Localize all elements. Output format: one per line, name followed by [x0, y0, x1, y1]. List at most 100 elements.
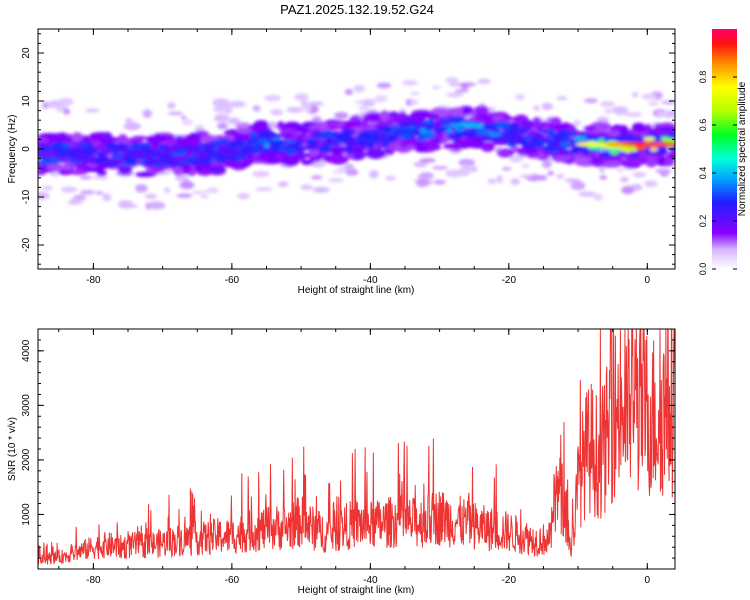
spectral-blob [445, 77, 459, 83]
spectral-blob [519, 174, 534, 179]
spectral-blob [449, 142, 463, 152]
spectral-blob [599, 101, 615, 108]
spectral-blob [398, 119, 415, 128]
spectral-peak [289, 143, 301, 147]
spectral-blob [653, 151, 668, 155]
spectral-peak [77, 151, 92, 157]
spectral-peak [634, 145, 647, 151]
spectral-blob [117, 200, 134, 209]
colorbar-tick-label: 0.6 [698, 119, 708, 132]
spectral-blob [175, 174, 189, 182]
spectral-blob [603, 109, 615, 114]
spectral-blob [264, 133, 283, 139]
spectral-blob [123, 122, 141, 131]
spectral-blob [611, 106, 629, 114]
spectral-blob [552, 155, 572, 161]
spectral-blob [395, 112, 409, 122]
spectral-blob [432, 166, 449, 170]
spectral-blob [562, 131, 578, 137]
spectral-peak [476, 129, 492, 135]
spectral-peak [272, 139, 285, 145]
spectral-blob [419, 158, 436, 163]
spectral-blob [572, 156, 594, 166]
spectral-blob [207, 187, 219, 194]
spectral-blob [433, 179, 446, 185]
spectral-blob [78, 142, 91, 148]
spectral-blob [533, 139, 541, 143]
spectral-blob [409, 91, 420, 96]
spectral-blob [84, 108, 100, 113]
spectral-peak [643, 136, 656, 141]
spectral-peak [640, 142, 675, 147]
spectral-blob [237, 192, 250, 200]
spectral-peak [57, 157, 72, 161]
spectral-peak [494, 125, 505, 129]
spectral-blob [307, 101, 324, 107]
spectral-blob [492, 115, 505, 120]
spectral-blob [413, 161, 428, 168]
spectral-blob [460, 82, 470, 90]
spectral-blob [182, 180, 193, 188]
spectral-blob [614, 153, 629, 157]
spectral-blob [520, 119, 535, 130]
spectral-blob [57, 169, 73, 176]
spectral-blob [167, 102, 176, 110]
spectral-peak [425, 127, 434, 132]
spectral-blob [353, 84, 366, 93]
spectral-blob [409, 100, 419, 105]
spectral-blob [360, 119, 369, 129]
x-tick-label: 0 [645, 575, 651, 586]
spectral-blob [644, 180, 658, 188]
spectral-blob [368, 170, 379, 179]
spectral-peak [597, 138, 606, 142]
spectral-blob [483, 135, 495, 141]
spectral-blob [285, 148, 297, 156]
spectral-blob [573, 119, 581, 127]
spectral-peak [293, 147, 308, 152]
spectral-peak [383, 128, 393, 132]
spectral-blob [142, 109, 153, 118]
spectral-blob [176, 193, 193, 198]
spectral-blob [374, 95, 388, 103]
spectral-peak [141, 150, 155, 154]
spectral-blob [228, 100, 246, 108]
spectral-blob [62, 144, 71, 148]
spectral-peak [541, 137, 549, 141]
spectral-blob [71, 132, 84, 143]
spectral-blob [417, 174, 435, 179]
spectral-blob [454, 132, 463, 139]
spectral-blob [38, 191, 50, 200]
spectral-blob [598, 167, 606, 173]
spectral-peak [441, 124, 452, 128]
spectral-blob [79, 175, 92, 180]
spectral-peak [68, 147, 80, 152]
spectral-blob [508, 117, 525, 122]
spectral-blob [56, 107, 64, 113]
spectral-blob [344, 88, 354, 96]
spectral-peak [198, 153, 209, 157]
spectral-blob [47, 100, 63, 109]
spectral-blob [510, 178, 520, 185]
spectral-blob [327, 178, 344, 183]
spectral-peak [446, 127, 452, 133]
spectral-blob [367, 143, 375, 149]
spectral-peak [449, 123, 462, 127]
spectral-blob [379, 110, 390, 122]
spectral-blob [501, 166, 512, 171]
spectral-peak [257, 139, 270, 143]
spectral-peak [157, 151, 166, 155]
spectral-peak [513, 130, 527, 135]
spectral-peak [66, 151, 80, 158]
spectral-blob [173, 166, 184, 176]
spectral-blob [399, 140, 409, 148]
spectral-blob [432, 85, 441, 89]
spectral-peak [74, 156, 89, 162]
spectral-blob [232, 165, 246, 171]
spectral-blob [564, 178, 581, 183]
spectral-blob [213, 105, 230, 113]
spectral-peak [405, 130, 419, 135]
spectral-peak [575, 142, 609, 147]
spectral-blob [301, 159, 315, 166]
spectral-blob [131, 135, 148, 141]
spectral-blob [227, 117, 241, 125]
